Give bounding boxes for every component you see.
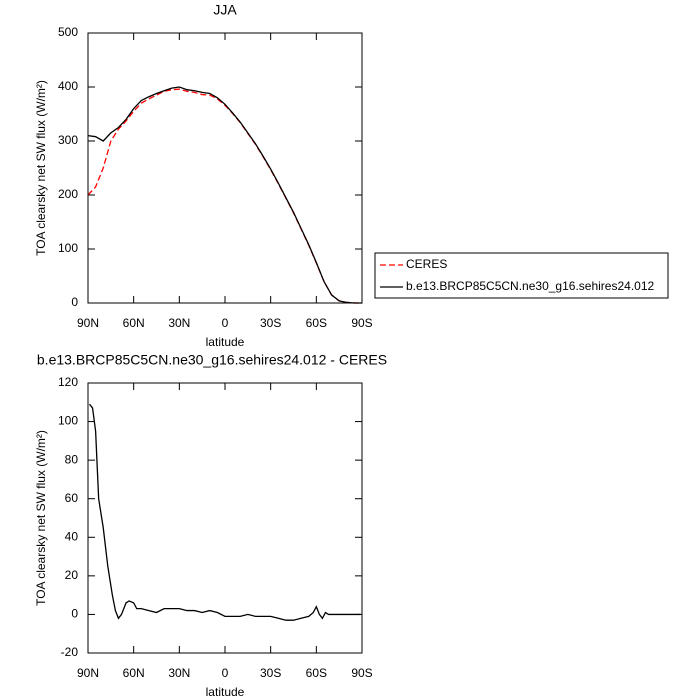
y-tick-label: 500 — [58, 25, 78, 39]
x-tick-label: 60N — [123, 666, 145, 680]
y-axis-label: TOA clearsky net SW flux (W/m²) — [34, 430, 48, 606]
y-tick-label: 100 — [58, 241, 78, 255]
chart-title: JJA — [213, 2, 237, 18]
x-tick-label: 0 — [222, 316, 229, 330]
x-tick-label: 90S — [351, 666, 372, 680]
x-tick-label: 90N — [77, 666, 99, 680]
x-axis-label: latitude — [206, 335, 245, 349]
y-tick-label: 120 — [58, 375, 78, 389]
x-tick-label: 30S — [260, 316, 281, 330]
series-line — [87, 88, 362, 304]
y-tick-label: 100 — [58, 414, 78, 428]
x-axis-label: latitude — [206, 685, 245, 699]
y-tick-label: 80 — [65, 452, 79, 466]
y-tick-label: 400 — [58, 79, 78, 93]
series-line — [89, 403, 361, 621]
y-tick-label: -20 — [61, 645, 79, 659]
x-tick-label: 60S — [306, 316, 327, 330]
plot-frame — [87, 382, 363, 654]
x-tick-label: 60N — [123, 316, 145, 330]
x-tick-label: 90S — [351, 316, 372, 330]
x-tick-label: 60S — [306, 666, 327, 680]
y-axis-label: TOA clearsky net SW flux (W/m²) — [34, 80, 48, 256]
series-line — [87, 86, 362, 304]
y-tick-label: 40 — [65, 529, 79, 543]
x-tick-label: 30N — [168, 666, 190, 680]
x-tick-label: 90N — [77, 316, 99, 330]
y-tick-label: 60 — [65, 491, 79, 505]
legend-label: b.e13.BRCP85C5CN.ne30_g16.sehires24.012 — [406, 279, 654, 293]
x-tick-label: 30S — [260, 666, 281, 680]
y-tick-label: 20 — [65, 568, 79, 582]
plot-frame — [87, 32, 363, 304]
y-tick-label: 0 — [71, 295, 78, 309]
legend-box — [374, 252, 669, 299]
legend-label: CERES — [406, 257, 447, 271]
y-tick-label: 0 — [71, 607, 78, 621]
chart-title: b.e13.BRCP85C5CN.ne30_g16.sehires24.012 … — [37, 352, 387, 368]
y-tick-label: 200 — [58, 187, 78, 201]
x-tick-label: 0 — [222, 666, 229, 680]
x-tick-label: 30N — [168, 316, 190, 330]
y-tick-label: 300 — [58, 133, 78, 147]
